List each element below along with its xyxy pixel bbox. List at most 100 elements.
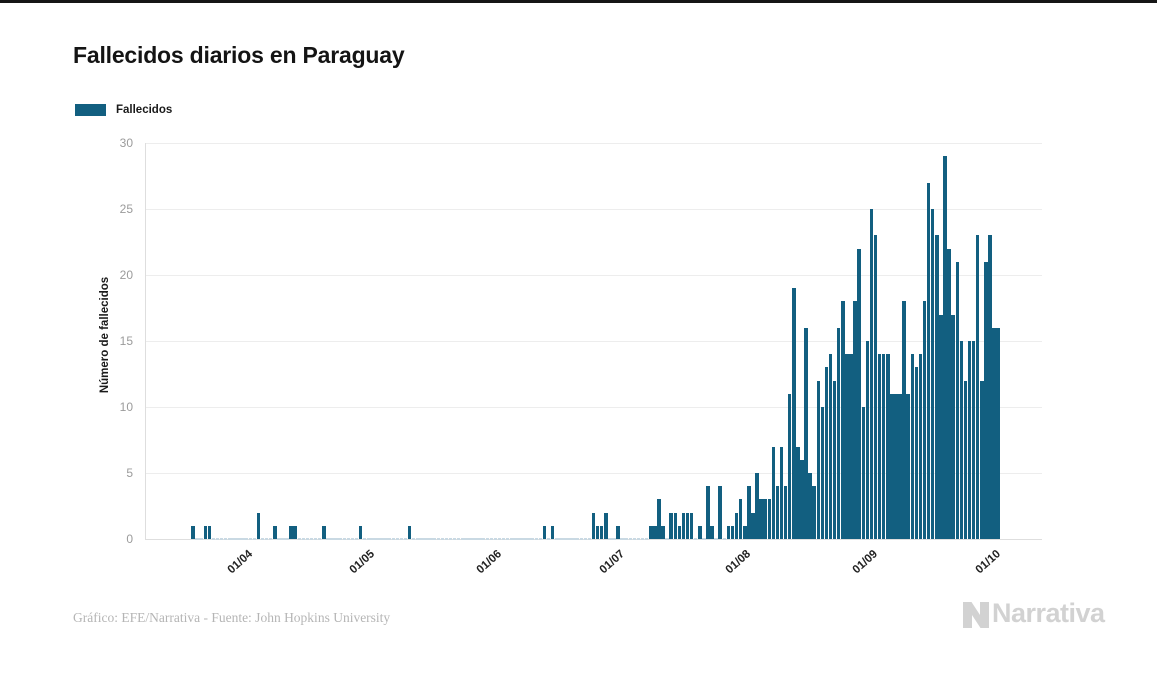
narrativa-logo-icon [963,601,989,628]
chart-legend: Fallecidos [75,104,172,116]
bar [836,327,841,539]
zero-bar [236,538,240,540]
zero-bar [714,538,718,540]
bar [653,525,657,539]
bar [853,301,857,539]
bar [698,525,702,539]
zero-bar [424,538,428,540]
bar [939,314,943,539]
zero-bar [240,538,244,540]
zero-bar [624,538,628,540]
zero-bar [555,538,559,540]
y-tick-label: 25 [119,202,133,216]
x-axis-line [145,539,1042,540]
bar [738,499,743,539]
zero-bar [456,538,461,540]
bar [407,525,412,539]
bar [947,248,951,539]
bar [975,235,980,539]
gridline-y-25 [145,209,1042,210]
zero-bar [228,538,232,540]
bar [906,393,910,539]
bar [898,393,902,539]
zero-bar [489,538,494,540]
zero-bar [567,538,571,540]
bar [191,525,195,539]
zero-bar [505,538,510,540]
bar [832,380,837,539]
x-tick-label: 01/07 [597,548,627,577]
zero-bar [219,538,224,540]
zero-bar [436,538,440,540]
x-tick-label: 01/10 [973,548,1003,577]
zero-bar [416,538,420,540]
bar [845,354,849,539]
bar [808,473,812,539]
zero-bar [636,538,641,540]
zero-bar [559,538,563,540]
bar [935,235,939,539]
x-tick-label: 01/09 [850,548,881,577]
bar [922,301,927,539]
zero-bar [722,538,727,540]
bar [873,235,878,539]
page-title: Fallecidos diarios en Paraguay [73,42,405,68]
bar [550,525,555,539]
bar [273,525,277,539]
bar [289,525,293,539]
zero-bar [399,538,404,540]
zero-bar [301,538,306,540]
zero-bar [387,538,391,540]
legend-label: Fallecidos [116,104,173,116]
bar [980,380,984,539]
narrativa-logo: Narrativa [963,598,1105,629]
gridline-y-30 [145,143,1042,144]
zero-bar [411,538,416,540]
bar [726,525,731,539]
y-tick-label: 5 [126,466,133,480]
bar [992,327,996,539]
bar [849,354,853,539]
bar [996,327,1000,539]
x-tick-label: 01/04 [225,548,255,577]
bar [755,473,759,539]
zero-bar [538,538,543,540]
gridline-y-15 [145,341,1042,342]
bar [661,525,665,539]
bar [926,182,931,539]
bar [841,301,845,539]
bar [812,486,816,539]
narrativa-logo-text: Narrativa [992,598,1105,628]
bar [886,354,890,539]
zero-bar [514,538,518,540]
bar [984,261,988,539]
zero-bar [530,538,534,540]
zero-bar [309,538,314,540]
bar [649,525,653,539]
zero-bar [391,538,396,540]
bar [779,446,784,539]
zero-bar [252,538,257,540]
bar [796,446,800,539]
bar [591,512,596,539]
bar [542,525,547,539]
zero-bar [195,538,199,540]
bar [669,512,673,539]
zero-bar [375,538,379,540]
zero-bar [485,538,490,540]
zero-bar [693,538,698,540]
bar [963,380,968,539]
zero-bar [346,538,351,540]
zero-bar [518,538,522,540]
x-tick-label: 01/05 [348,548,378,577]
zero-bar [579,538,584,540]
zero-bar [444,538,449,540]
bar [930,209,935,539]
y-tick-label: 20 [119,268,133,282]
bar [718,486,722,539]
zero-bar [440,538,445,540]
zero-bar [448,538,453,540]
zero-bar [338,538,342,540]
